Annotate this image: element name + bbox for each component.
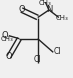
Text: O: O xyxy=(5,52,12,61)
Text: Cl: Cl xyxy=(54,47,61,56)
Text: CH₃: CH₃ xyxy=(56,15,69,21)
Text: CH₃: CH₃ xyxy=(38,0,51,6)
Text: Cl: Cl xyxy=(34,55,41,64)
Text: O: O xyxy=(18,5,25,14)
Text: O: O xyxy=(1,31,8,40)
Text: N: N xyxy=(46,5,52,14)
Text: CH₃: CH₃ xyxy=(1,36,14,42)
